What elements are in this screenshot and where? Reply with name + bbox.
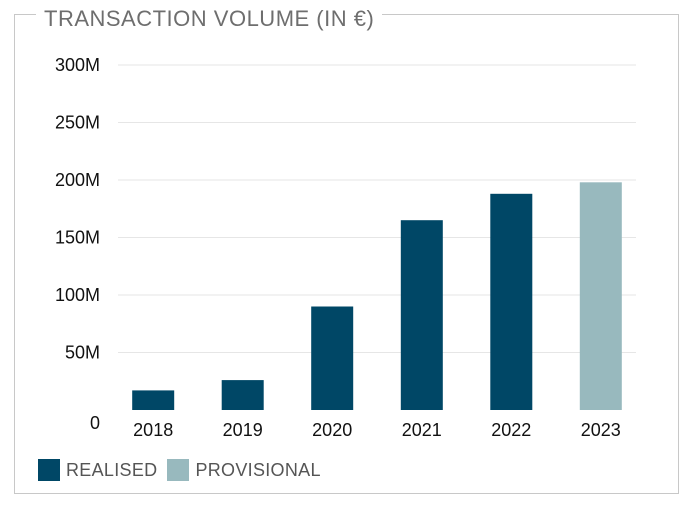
- bar-2020: [311, 306, 354, 410]
- legend-swatch-realised: [38, 459, 60, 481]
- y-axis-ticks: 0 50M 100M 150M 200M 250M 300M: [55, 55, 100, 433]
- y-tick-label: 300M: [55, 55, 100, 75]
- y-tick-label: 250M: [55, 113, 100, 133]
- y-tick-label: 150M: [55, 228, 100, 248]
- x-tick-label-2018: 2018: [133, 420, 173, 440]
- legend-label-provisional: PROVISIONAL: [195, 459, 321, 480]
- x-tick-label-2023: 2023: [581, 420, 621, 440]
- chart-legend: REALISED PROVISIONAL: [38, 459, 331, 481]
- bar-2021: [400, 220, 443, 410]
- y-tick-label: 0: [90, 413, 100, 433]
- bar-2018: [132, 390, 175, 410]
- x-tick-label-2022: 2022: [491, 420, 531, 440]
- y-tick-label: 50M: [65, 343, 100, 363]
- legend-item-provisional: PROVISIONAL: [167, 459, 320, 481]
- y-tick-label: 100M: [55, 285, 100, 305]
- legend-item-realised: REALISED: [38, 459, 157, 481]
- x-tick-label-2019: 2019: [223, 420, 263, 440]
- chart-title: TRANSACTION VOLUME (IN €): [36, 6, 383, 32]
- bar-2022: [490, 193, 533, 410]
- x-axis-ticks: 2018 2019 2020 2021 2022 2023: [133, 420, 621, 440]
- bar-2023: [579, 182, 622, 410]
- x-tick-label-2020: 2020: [312, 420, 352, 440]
- x-tick-label-2021: 2021: [402, 420, 442, 440]
- bar-2019: [221, 380, 264, 410]
- y-tick-label: 200M: [55, 170, 100, 190]
- bars: [132, 182, 622, 410]
- legend-swatch-provisional: [167, 459, 190, 481]
- legend-label-realised: REALISED: [66, 459, 158, 480]
- grid-lines: [118, 64, 636, 353]
